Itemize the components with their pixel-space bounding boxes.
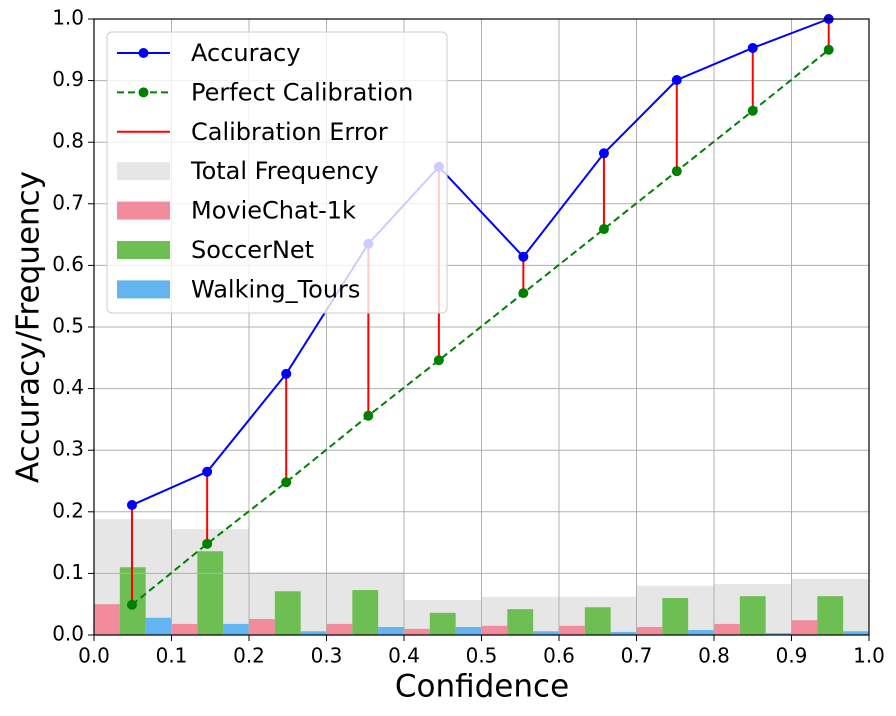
- bar: [714, 623, 740, 635]
- point: [747, 105, 758, 116]
- line: [131, 18, 830, 506]
- x-tick-label: 0.4: [388, 644, 420, 668]
- legend-label: MovieChat-1k: [191, 197, 356, 225]
- y-tick-label: 0.5: [52, 314, 84, 338]
- x-axis-label: Confidence: [395, 669, 569, 705]
- y-tick-label: 1.0: [52, 6, 84, 30]
- x-tick-label: 0.8: [698, 644, 730, 668]
- bar: [559, 625, 585, 635]
- bar: [249, 618, 275, 635]
- y-tick-label: 0.1: [52, 560, 84, 584]
- legend-handle: [117, 201, 170, 220]
- legend-handle: [117, 280, 170, 299]
- point: [433, 355, 444, 366]
- y-tick-label: 0.0: [52, 622, 84, 646]
- point: [671, 166, 682, 177]
- y-tick-label: 0.7: [52, 190, 84, 214]
- bar: [378, 626, 404, 635]
- legend-marker: [138, 87, 149, 98]
- bar: [817, 596, 844, 635]
- point: [202, 466, 213, 477]
- bar: [739, 596, 766, 635]
- bar: [429, 612, 456, 635]
- bar: [533, 631, 559, 635]
- line: [131, 49, 830, 606]
- point: [126, 500, 137, 511]
- legend-handle: [117, 162, 170, 181]
- x-tick-label: 0.7: [621, 644, 653, 668]
- point: [126, 599, 137, 610]
- x-tick-label: 1.0: [853, 644, 885, 668]
- point: [598, 224, 609, 235]
- legend-box: [106, 31, 448, 314]
- bar: [765, 633, 792, 635]
- legend-marker: [138, 48, 149, 58]
- bar: [171, 623, 198, 635]
- point: [363, 410, 374, 421]
- y-tick-label: 0.3: [52, 437, 84, 461]
- bar: [507, 609, 534, 635]
- bar: [843, 631, 869, 635]
- legend-label: SoccerNet: [191, 236, 314, 264]
- x-tick-label: 0.1: [156, 644, 188, 668]
- y-tick-label: 0.4: [52, 375, 84, 399]
- x-tick-label: 0.5: [466, 644, 498, 668]
- legend-label: Calibration Error: [191, 118, 388, 146]
- legend-label: Walking_Tours: [191, 275, 360, 303]
- point: [823, 44, 834, 55]
- bar: [791, 620, 818, 635]
- bar: [223, 623, 249, 635]
- point: [598, 148, 609, 159]
- x-tick-label: 0.6: [543, 644, 575, 668]
- point: [671, 74, 682, 85]
- bar: [326, 623, 353, 635]
- y-tick-label: 0.8: [52, 129, 84, 153]
- bar: [352, 590, 379, 635]
- bar: [145, 617, 172, 635]
- legend-label: Perfect Calibration: [191, 78, 413, 106]
- bar: [404, 628, 430, 635]
- legend-label: Total Frequency: [190, 157, 379, 185]
- legend-handle: [117, 241, 170, 259]
- bar: [584, 607, 611, 635]
- y-tick-label: 0.2: [52, 498, 84, 522]
- point: [281, 368, 292, 379]
- y-axis-label: Accuracy/Frequency: [11, 171, 47, 483]
- bar: [688, 630, 714, 635]
- point: [518, 288, 529, 299]
- legend-label: Accuracy: [191, 39, 301, 67]
- bar: [274, 591, 301, 635]
- x-tick-label: 0.3: [311, 644, 343, 668]
- bar: [636, 626, 663, 635]
- point: [518, 251, 529, 262]
- bar: [197, 551, 224, 635]
- point: [747, 42, 758, 53]
- bar: [94, 604, 120, 635]
- bar: [481, 625, 508, 635]
- bar: [610, 631, 637, 635]
- y-tick-label: 0.9: [52, 67, 84, 91]
- x-tick-label: 0.0: [78, 644, 110, 668]
- bar: [662, 598, 689, 635]
- y-tick-label: 0.6: [52, 252, 84, 276]
- bar: [455, 626, 482, 635]
- x-tick-label: 0.2: [233, 644, 265, 668]
- x-tick-label: 0.9: [776, 644, 808, 668]
- point: [202, 538, 213, 549]
- legend: Accuracy Perfect Calibration Calibration E…: [106, 31, 448, 314]
- bar: [300, 631, 327, 635]
- point: [281, 477, 292, 488]
